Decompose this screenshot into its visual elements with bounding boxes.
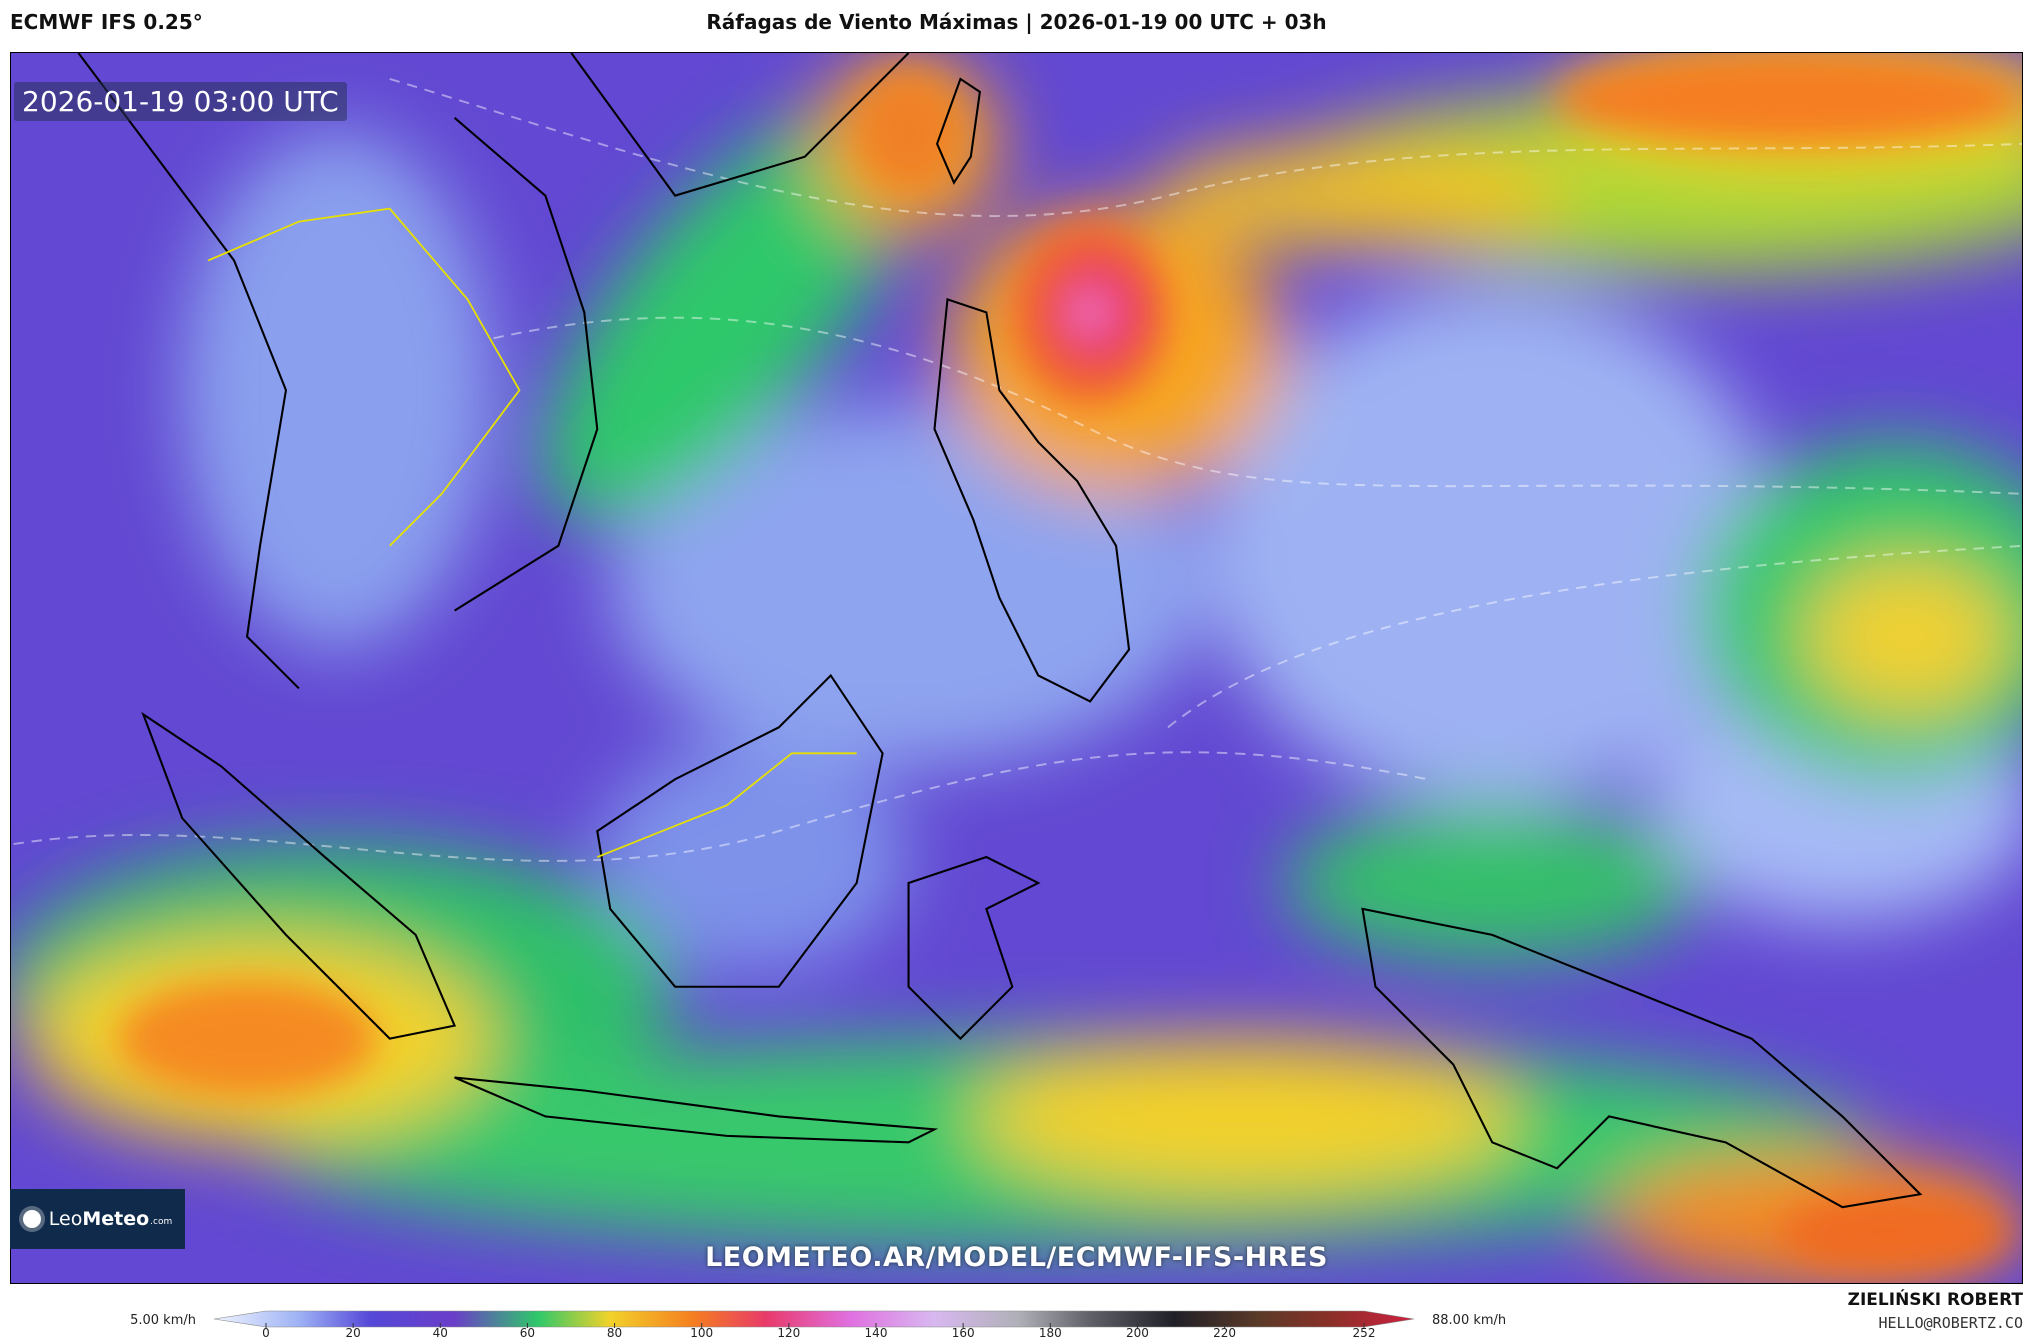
email: HELLO@ROBERTZ.CO: [1878, 1314, 2024, 1332]
colorbar-tick-label: 80: [607, 1326, 622, 1339]
colorbar-tick-label: 0: [262, 1326, 270, 1339]
author: ZIELIŃSKI ROBERT: [1847, 1290, 2023, 1310]
logo: Leo Meteo .com: [10, 1189, 185, 1249]
logo-text-b: Meteo: [82, 1208, 150, 1230]
logo-icon: [22, 1210, 41, 1228]
colorbar: 5.00 km/h 88.00 km/h 0 20 40 60 80 100 120 140 1…: [130, 1310, 1506, 1339]
colorbar-tick-label: 60: [520, 1326, 535, 1339]
map-title: Ráfagas de Viento Máximas | 2026-01-19 0…: [706, 10, 1327, 34]
colorbar-max-label: 88.00 km/h: [1432, 1313, 1506, 1328]
colorbar-scale: [213, 1310, 1415, 1328]
colorbar-tick-label: 160: [952, 1326, 975, 1339]
wind-field: [11, 53, 2022, 1283]
colorbar-tick-label: 120: [777, 1326, 800, 1339]
colorbar-tick-label: 252: [1353, 1326, 1376, 1339]
valid-time: 2026-01-19 03:00 UTC: [14, 82, 347, 121]
map: [10, 52, 2023, 1284]
model-name: ECMWF IFS 0.25°: [10, 10, 203, 34]
colorbar-tick-label: 200: [1126, 1326, 1149, 1339]
colorbar-tick-label: 180: [1039, 1326, 1062, 1339]
colorbar-tick-label: 100: [690, 1326, 713, 1339]
logo-domain: .com: [150, 1217, 173, 1227]
colorbar-tick-label: 40: [433, 1326, 448, 1339]
colorbar-min-label: 5.00 km/h: [130, 1313, 196, 1328]
logo-text-a: Leo: [48, 1208, 83, 1230]
colorbar-tick-label: 140: [865, 1326, 888, 1339]
watermark: LEOMETEO.AR/MODEL/ECMWF-IFS-HRES: [705, 1242, 1328, 1273]
colorbar-tick-label: 220: [1213, 1326, 1236, 1339]
colorbar-tick-label: 20: [346, 1326, 361, 1339]
